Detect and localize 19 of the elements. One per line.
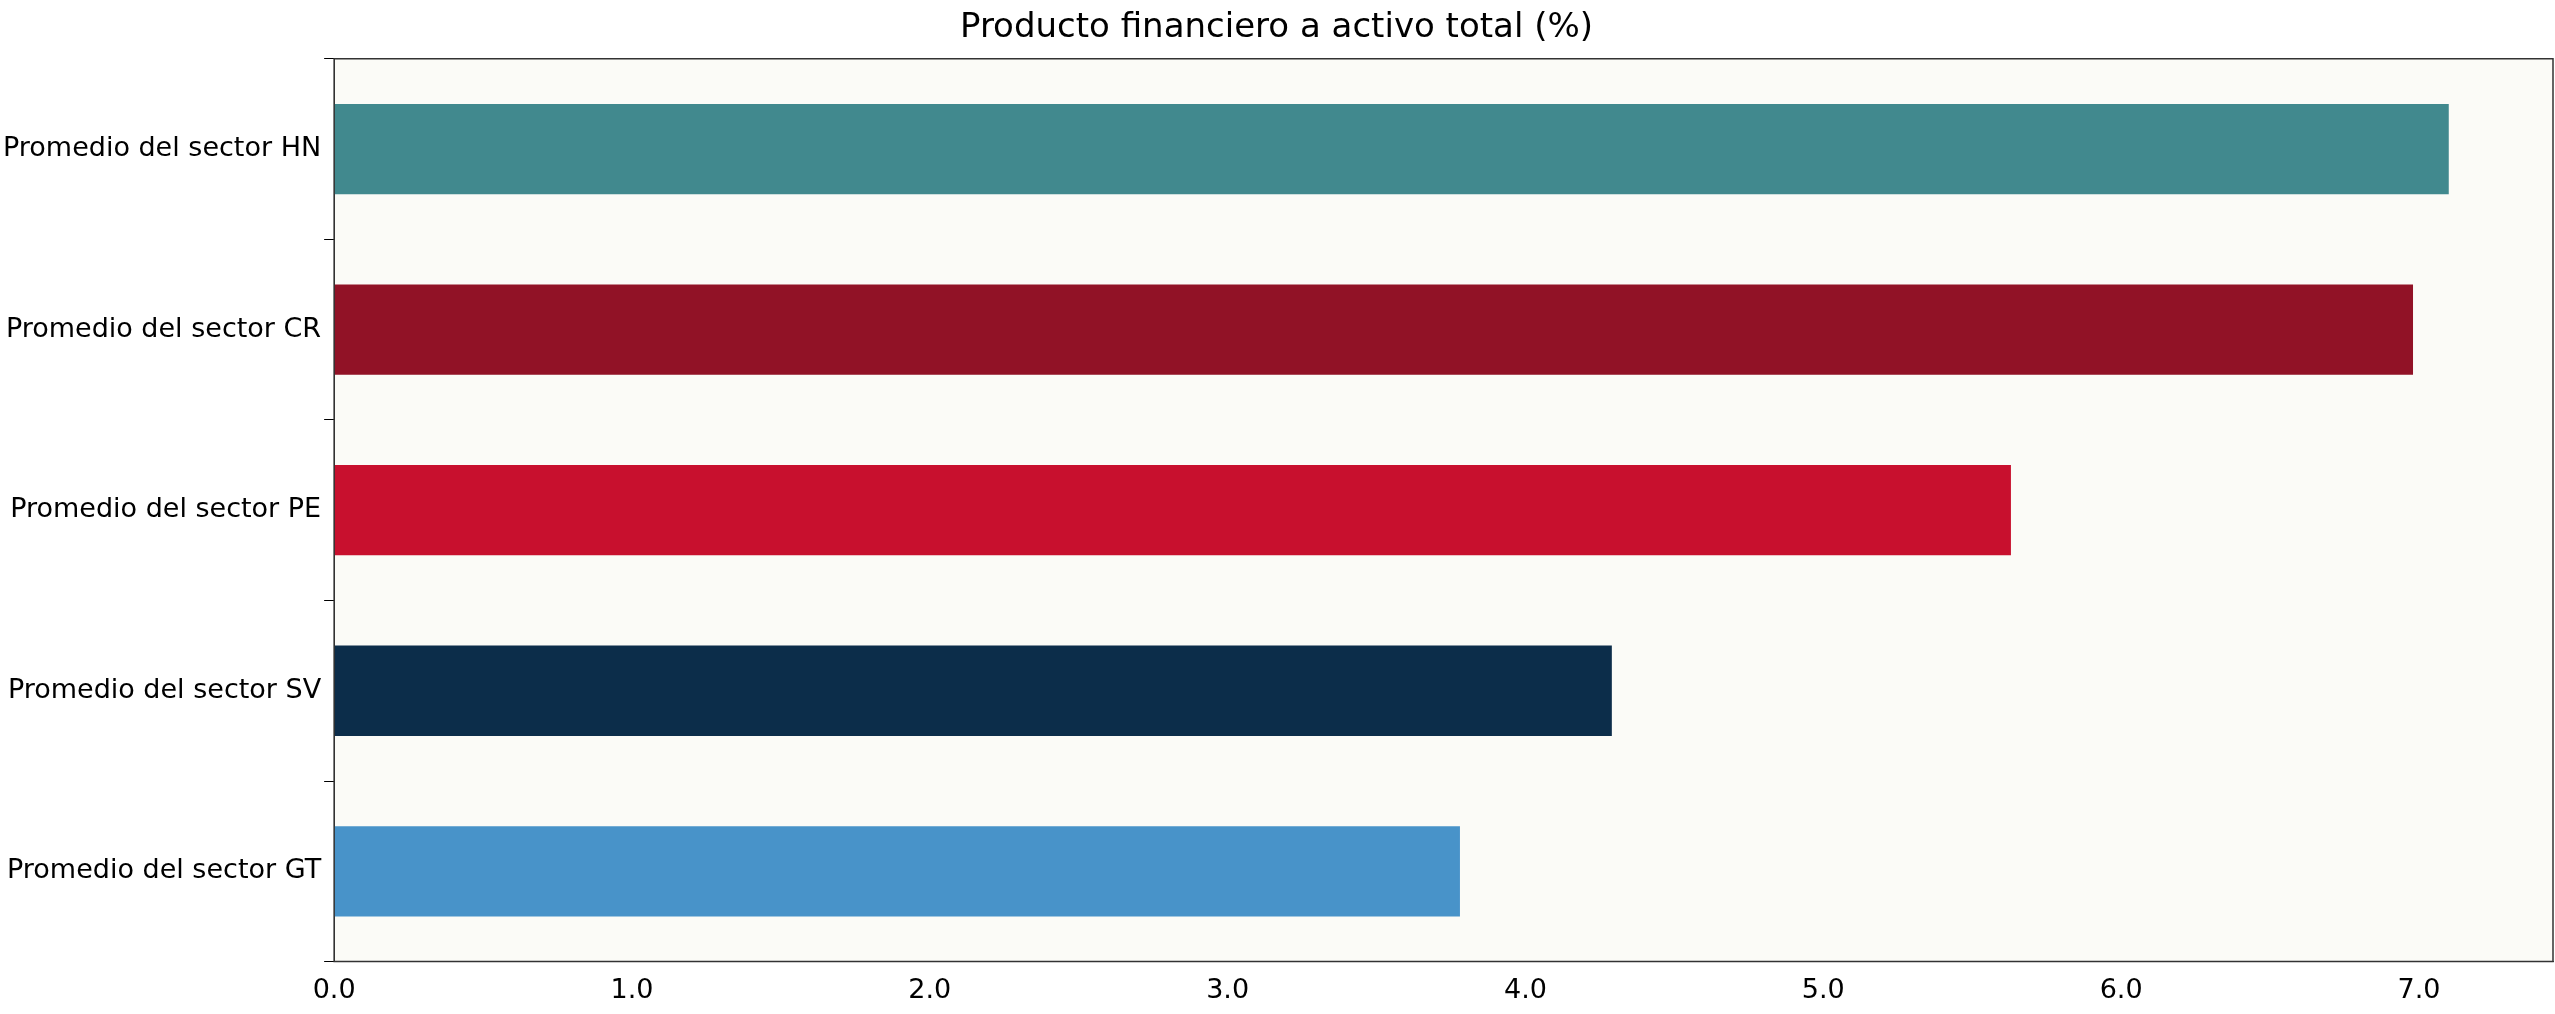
bar (334, 103, 2449, 195)
y-tick-label: Promedio del sector CR (5, 311, 322, 343)
bar (334, 465, 2011, 556)
y-tick-label: Promedio del sector SV (7, 672, 322, 704)
y-tick-label: Promedio del sector HN (2, 131, 322, 163)
x-tick-label: 2.0 (908, 972, 952, 1004)
x-tick-label: 0.0 (312, 972, 356, 1004)
x-tick-label: 1.0 (610, 972, 654, 1004)
y-tick-label: Promedio del sector GT (7, 853, 322, 885)
bar (334, 826, 1460, 917)
x-tick-label: 3.0 (1206, 972, 1250, 1004)
x-tick-label: 7.0 (2397, 972, 2441, 1004)
chart-title: Producto financiero a activo total (%) (959, 5, 1594, 46)
bar (334, 284, 2414, 375)
bar (334, 645, 1612, 736)
x-tick-label: 4.0 (1503, 972, 1547, 1004)
x-tick-label: 5.0 (1801, 972, 1845, 1004)
y-tick-label: Promedio del sector PE (10, 492, 322, 524)
x-tick-label: 6.0 (2099, 972, 2143, 1004)
